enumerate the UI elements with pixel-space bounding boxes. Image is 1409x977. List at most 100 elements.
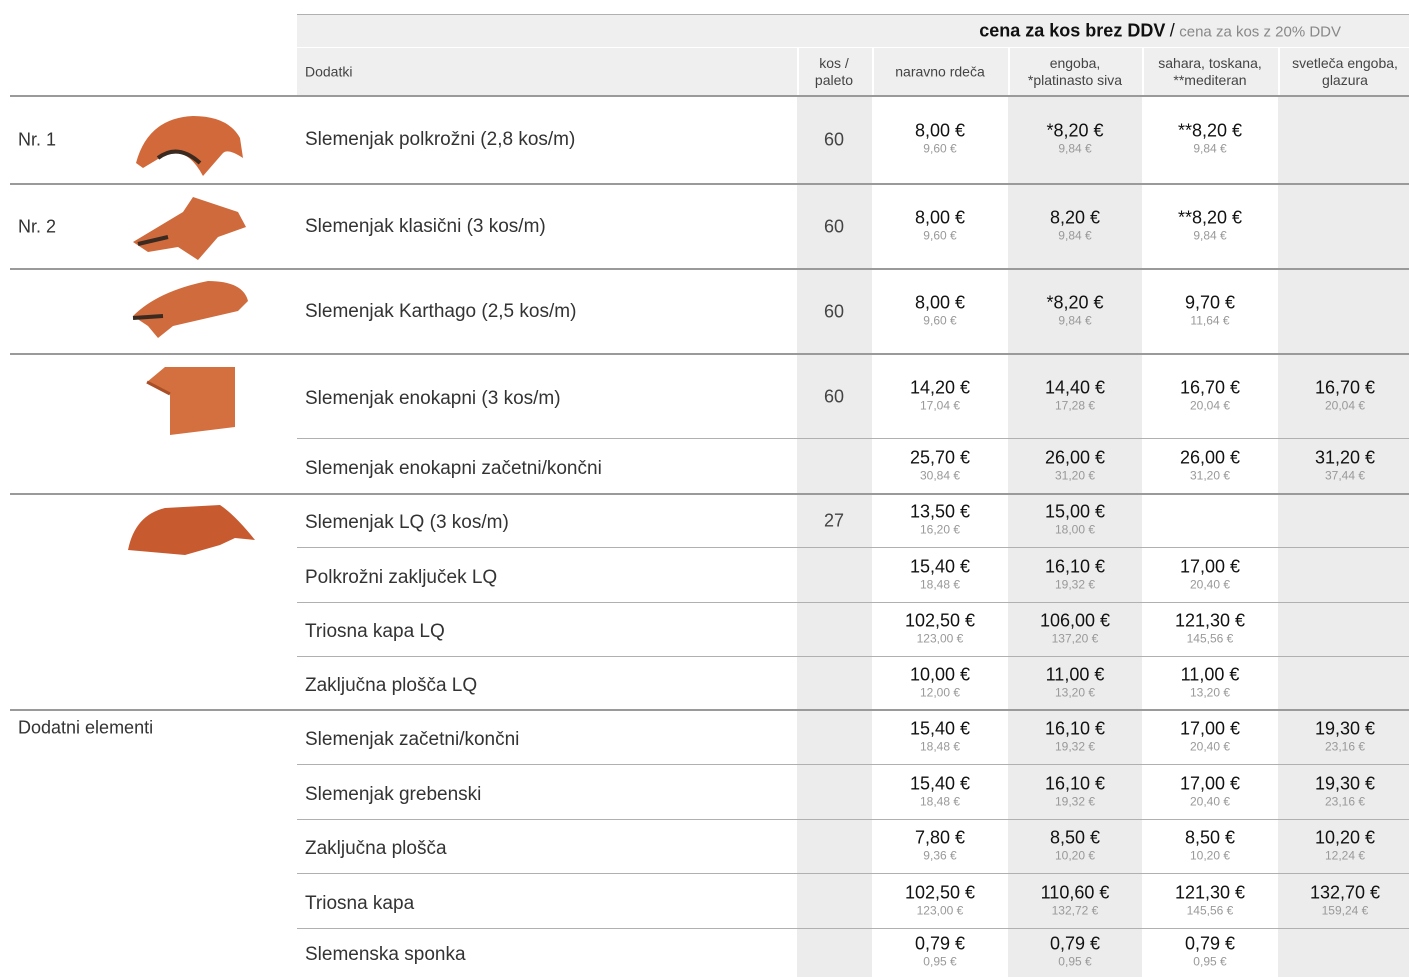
- price-net: 26,00 €: [1180, 447, 1240, 468]
- price-cell: 16,10 €19,32 €: [1045, 556, 1105, 591]
- header-title: cena za kos brez DDV / cena za kos z 20%…: [979, 21, 1341, 42]
- price-net: 17,00 €: [1180, 556, 1240, 577]
- price-net: 106,00 €: [1040, 611, 1110, 632]
- price-cell: 25,70 €30,84 €: [910, 447, 970, 482]
- price-gross: 19,32 €: [1045, 577, 1105, 591]
- price-gross: 31,20 €: [1045, 468, 1105, 482]
- price-gross: 9,36 €: [915, 849, 965, 863]
- pallet-qty: 60: [824, 216, 844, 237]
- price-cell: 15,40 €18,48 €: [910, 556, 970, 591]
- price-cell: 19,30 €23,16 €: [1315, 718, 1375, 753]
- group-line: [10, 353, 1409, 355]
- price-net: 121,30 €: [1175, 882, 1245, 903]
- column-header: svetleča engoba,glazura: [1292, 55, 1398, 89]
- price-gross: 18,48 €: [910, 794, 970, 808]
- group-label: Nr. 2: [18, 216, 56, 237]
- price-gross: 159,24 €: [1310, 903, 1380, 917]
- price-gross: 9,84 €: [1050, 228, 1100, 242]
- product-image: [125, 500, 260, 560]
- price-cell: **8,20 €9,84 €: [1178, 121, 1242, 156]
- row-line: [297, 438, 1409, 439]
- price-net: 15,40 €: [910, 718, 970, 739]
- price-gross: 20,40 €: [1180, 794, 1240, 808]
- price-gross: 9,84 €: [1046, 142, 1103, 156]
- title-sub: cena za kos z 20% DDV: [1179, 24, 1341, 41]
- price-cell: 11,00 €13,20 €: [1046, 664, 1105, 699]
- column-header: kos /paleto: [815, 55, 853, 89]
- price-gross: 9,60 €: [915, 313, 965, 327]
- price-net: 0,79 €: [1050, 934, 1100, 955]
- price-net: 16,10 €: [1045, 773, 1105, 794]
- pallet-qty: 60: [824, 301, 844, 322]
- row-line: [297, 602, 1409, 603]
- price-cell: 9,70 €11,64 €: [1185, 292, 1235, 327]
- price-net: 11,00 €: [1181, 664, 1240, 685]
- price-net: 15,00 €: [1045, 502, 1105, 523]
- column-header-line: naravno rdeča: [895, 64, 985, 81]
- price-gross: 37,44 €: [1315, 468, 1375, 482]
- price-net: 26,00 €: [1045, 447, 1105, 468]
- price-gross: 17,04 €: [910, 398, 970, 412]
- price-cell: 8,50 €10,20 €: [1050, 828, 1100, 863]
- price-net: 9,70 €: [1185, 292, 1235, 313]
- product-name: Triosna kapa LQ: [305, 621, 445, 643]
- price-net: 8,00 €: [915, 207, 965, 228]
- price-net: *8,20 €: [1046, 121, 1103, 142]
- pallet-qty: 60: [824, 386, 844, 407]
- column-header: Dodatki: [305, 64, 352, 81]
- product-image: [128, 192, 258, 267]
- price-net: 8,00 €: [915, 121, 965, 142]
- price-cell: 16,10 €19,32 €: [1045, 773, 1105, 808]
- price-net: 15,40 €: [910, 556, 970, 577]
- price-cell: 16,70 €20,04 €: [1180, 377, 1240, 412]
- price-net: 16,10 €: [1045, 718, 1105, 739]
- price-cell: 121,30 €145,56 €: [1175, 611, 1245, 646]
- price-cell: 8,20 €9,84 €: [1050, 207, 1100, 242]
- price-cell: 17,00 €20,40 €: [1180, 718, 1240, 753]
- price-cell: 8,00 €9,60 €: [915, 207, 965, 242]
- price-gross: 30,84 €: [910, 468, 970, 482]
- column-header-line: glazura: [1292, 72, 1398, 89]
- price-cell: 132,70 €159,24 €: [1310, 882, 1380, 917]
- price-gross: 20,40 €: [1180, 739, 1240, 753]
- column-header: sahara, toskana,**mediteran: [1158, 55, 1262, 89]
- price-cell: 16,70 €20,04 €: [1315, 377, 1375, 412]
- price-cell: *8,20 €9,84 €: [1046, 292, 1103, 327]
- group-label: Dodatni elementi: [18, 718, 153, 739]
- price-gross: 9,60 €: [915, 228, 965, 242]
- title-main: cena za kos brez DDV: [979, 21, 1165, 41]
- price-net: 17,00 €: [1180, 718, 1240, 739]
- price-cell: 17,00 €20,40 €: [1180, 556, 1240, 591]
- price-gross: 11,64 €: [1185, 313, 1235, 327]
- price-net: 14,20 €: [910, 377, 970, 398]
- row-line: [297, 819, 1409, 820]
- row-line: [297, 764, 1409, 765]
- product-name: Slemenska sponka: [305, 944, 466, 966]
- header-divider: [297, 47, 1409, 48]
- price-net: 102,50 €: [905, 882, 975, 903]
- column-header-line: Dodatki: [305, 64, 352, 81]
- column-header-line: paleto: [815, 72, 853, 89]
- price-cell: 17,00 €20,40 €: [1180, 773, 1240, 808]
- price-gross: 23,16 €: [1315, 739, 1375, 753]
- product-name: Slemenjak grebenski: [305, 784, 481, 806]
- price-net: 17,00 €: [1180, 773, 1240, 794]
- price-net: 11,00 €: [1046, 664, 1105, 685]
- price-cell: 0,79 €0,95 €: [1185, 934, 1235, 969]
- price-net: 102,50 €: [905, 611, 975, 632]
- price-cell: 15,40 €18,48 €: [910, 718, 970, 753]
- price-cell: 7,80 €9,36 €: [915, 828, 965, 863]
- price-cell: 26,00 €31,20 €: [1045, 447, 1105, 482]
- product-name: Slemenjak Karthago (2,5 kos/m): [305, 301, 576, 323]
- price-net: 25,70 €: [910, 447, 970, 468]
- pallet-qty: 27: [824, 511, 844, 532]
- price-table: cena za kos brez DDV / cena za kos z 20%…: [0, 0, 1409, 977]
- price-net: 8,50 €: [1050, 828, 1100, 849]
- price-cell: 26,00 €31,20 €: [1180, 447, 1240, 482]
- price-cell: *8,20 €9,84 €: [1046, 121, 1103, 156]
- price-net: 7,80 €: [915, 828, 965, 849]
- row-line: [297, 928, 1409, 929]
- group-line: [10, 268, 1409, 270]
- price-cell: 102,50 €123,00 €: [905, 882, 975, 917]
- price-net: **8,20 €: [1178, 207, 1242, 228]
